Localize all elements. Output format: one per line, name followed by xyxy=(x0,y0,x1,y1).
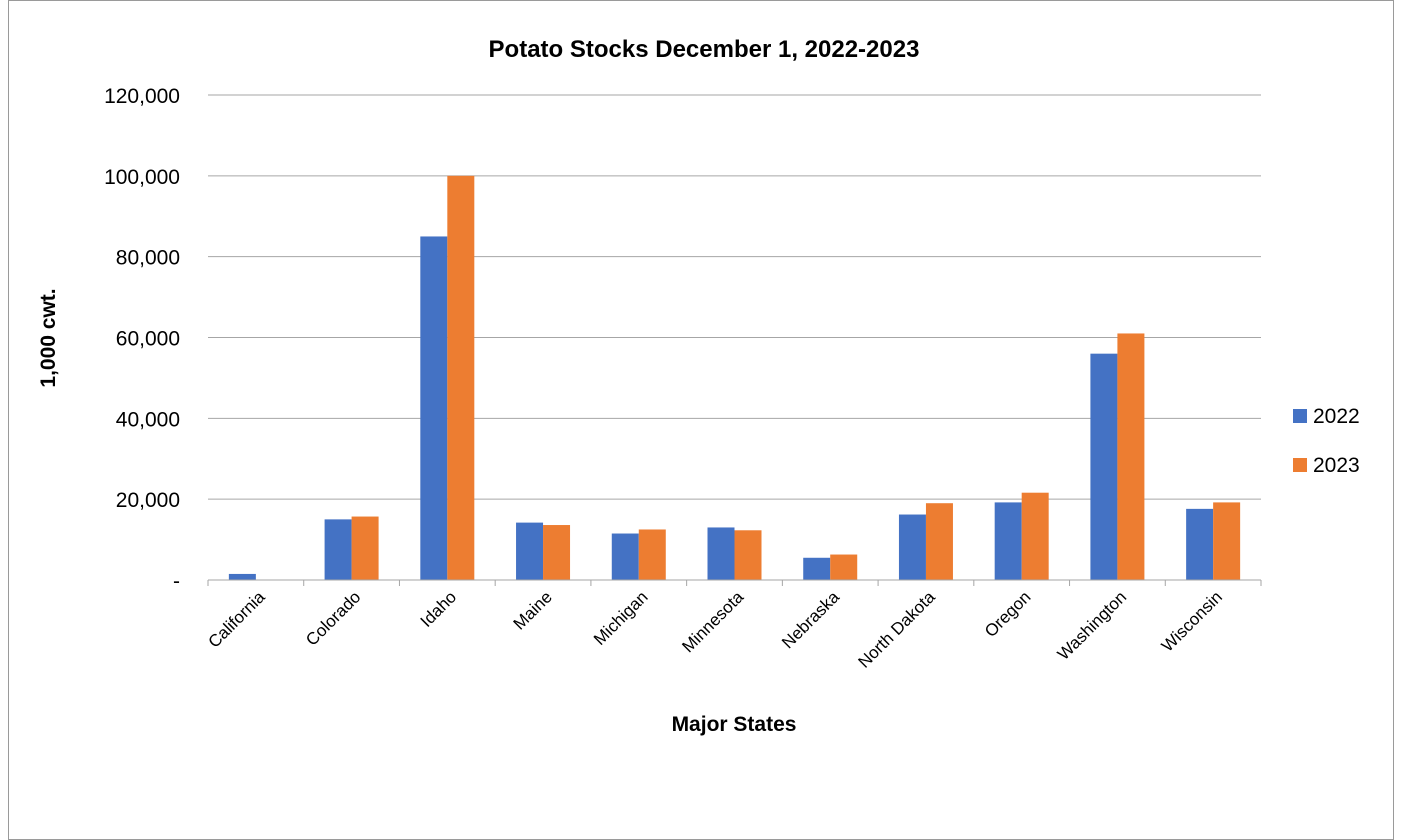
y-tick-label: 100,000 xyxy=(104,166,180,189)
bar-2023-michigan xyxy=(638,529,666,580)
bar-2023-minnesota xyxy=(734,530,762,580)
bar-2022-michigan xyxy=(611,533,639,580)
x-tick-label: North Dakota xyxy=(855,587,940,672)
bar-2022-wisconsin xyxy=(1186,508,1214,580)
bar-2023-idaho xyxy=(447,175,475,581)
legend: 2022 2023 xyxy=(1293,405,1360,477)
bar-2023-north-dakota xyxy=(925,503,953,580)
x-tick-label: Washington xyxy=(1054,587,1130,663)
legend-label-2022: 2022 xyxy=(1313,405,1360,428)
bars xyxy=(228,175,1241,581)
y-axis-title: 1,000 cwt. xyxy=(37,288,60,387)
y-tick-labels: - 20,000 40,000 60,000 80,000 100,000 120,000 xyxy=(104,85,180,593)
x-tick-label: Idaho xyxy=(417,587,461,631)
x-tick-labels: California Colorado Idaho Maine Michigan Minn… xyxy=(204,587,1225,672)
legend-swatch-2023 xyxy=(1293,458,1307,472)
y-tick-label: 40,000 xyxy=(116,408,180,431)
bar-2022-oregon xyxy=(994,502,1022,580)
x-tick-label: California xyxy=(204,587,269,652)
axes xyxy=(207,579,1262,586)
x-tick-label: Nebraska xyxy=(778,587,843,652)
legend-label-2023: 2023 xyxy=(1313,454,1360,477)
bar-2023-oregon xyxy=(1021,492,1049,580)
x-tick-label: Maine xyxy=(510,587,556,633)
chart-frame xyxy=(8,0,1394,840)
legend-swatch-2022 xyxy=(1293,409,1307,423)
bar-2023-nebraska xyxy=(830,554,858,580)
y-tick-label: 20,000 xyxy=(116,489,180,512)
bar-2022-maine xyxy=(516,522,544,580)
bar-2022-colorado xyxy=(324,519,352,580)
x-tick-label: Wisconsin xyxy=(1158,587,1226,655)
bar-chart: Potato Stocks December 1, 2022-2023 1,00… xyxy=(37,36,1360,736)
bar-2022-california xyxy=(228,573,256,580)
gridlines xyxy=(208,94,1261,500)
bar-2022-north-dakota xyxy=(898,514,926,580)
y-tick-label: 60,000 xyxy=(116,328,180,351)
bar-2022-idaho xyxy=(420,236,448,581)
bar-2022-nebraska xyxy=(803,557,831,580)
bar-2022-washington xyxy=(1090,353,1118,580)
bar-2023-wisconsin xyxy=(1213,502,1241,580)
bar-2023-washington xyxy=(1117,333,1145,580)
x-tick-label: Minnesota xyxy=(678,587,747,656)
bar-2022-minnesota xyxy=(707,527,735,580)
bar-2023-colorado xyxy=(351,516,379,580)
y-tick-label: 80,000 xyxy=(116,247,180,270)
chart-title: Potato Stocks December 1, 2022-2023 xyxy=(489,36,920,63)
y-tick-label: - xyxy=(173,570,180,593)
x-axis-title: Major States xyxy=(672,713,797,736)
x-tick-label: Oregon xyxy=(981,587,1035,641)
x-tick-label: Colorado xyxy=(302,587,364,649)
x-tick-label: Michigan xyxy=(590,587,652,649)
bar-2023-maine xyxy=(543,525,571,580)
y-tick-label: 120,000 xyxy=(104,85,180,108)
